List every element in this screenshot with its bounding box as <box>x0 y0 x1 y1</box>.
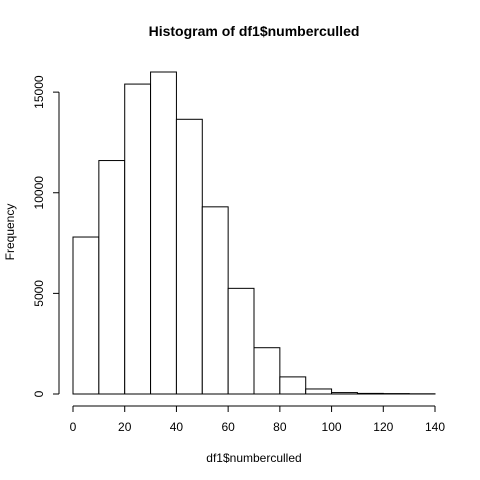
histogram-bar-4 <box>175 118 203 395</box>
x-tick-label-80: 80 <box>273 420 287 434</box>
histogram-bar-2 <box>124 83 152 395</box>
x-tick-label-140: 140 <box>425 420 445 434</box>
histogram-bar-3 <box>150 71 177 395</box>
y-axis-label: Frequency <box>3 204 17 261</box>
x-tick-label-0: 0 <box>70 420 77 434</box>
histogram-bar-0 <box>72 236 100 395</box>
y-tick-label-0: 0 <box>32 390 46 397</box>
histogram-bar-10 <box>331 392 358 395</box>
histogram-bar-11 <box>356 392 384 395</box>
x-tick-label-20: 20 <box>118 420 132 434</box>
histogram-bar-9 <box>305 388 333 395</box>
histogram-bar-7 <box>253 347 281 395</box>
x-axis: 0 20 40 60 80 100 120 140 <box>70 405 445 434</box>
x-tick-label-40: 40 <box>170 420 184 434</box>
histogram-bar-1 <box>98 160 126 395</box>
histogram-bar-8 <box>279 376 307 395</box>
x-tick-label-120: 120 <box>373 420 393 434</box>
histogram-bar-5 <box>201 206 229 395</box>
x-axis-label: df1$numberculled <box>206 451 301 465</box>
x-tick-label-60: 60 <box>221 420 235 434</box>
y-tick-label-15000: 15000 <box>32 75 46 109</box>
y-tick-label-5000: 5000 <box>32 280 46 307</box>
histogram-bar-6 <box>227 287 255 395</box>
y-tick-label-10000: 10000 <box>32 176 46 210</box>
histogram-bars <box>72 71 436 395</box>
y-axis: 0 5000 10000 15000 <box>32 75 60 397</box>
chart-title: Histogram of df1$numberculled <box>149 23 360 39</box>
x-tick-label-100: 100 <box>322 420 342 434</box>
